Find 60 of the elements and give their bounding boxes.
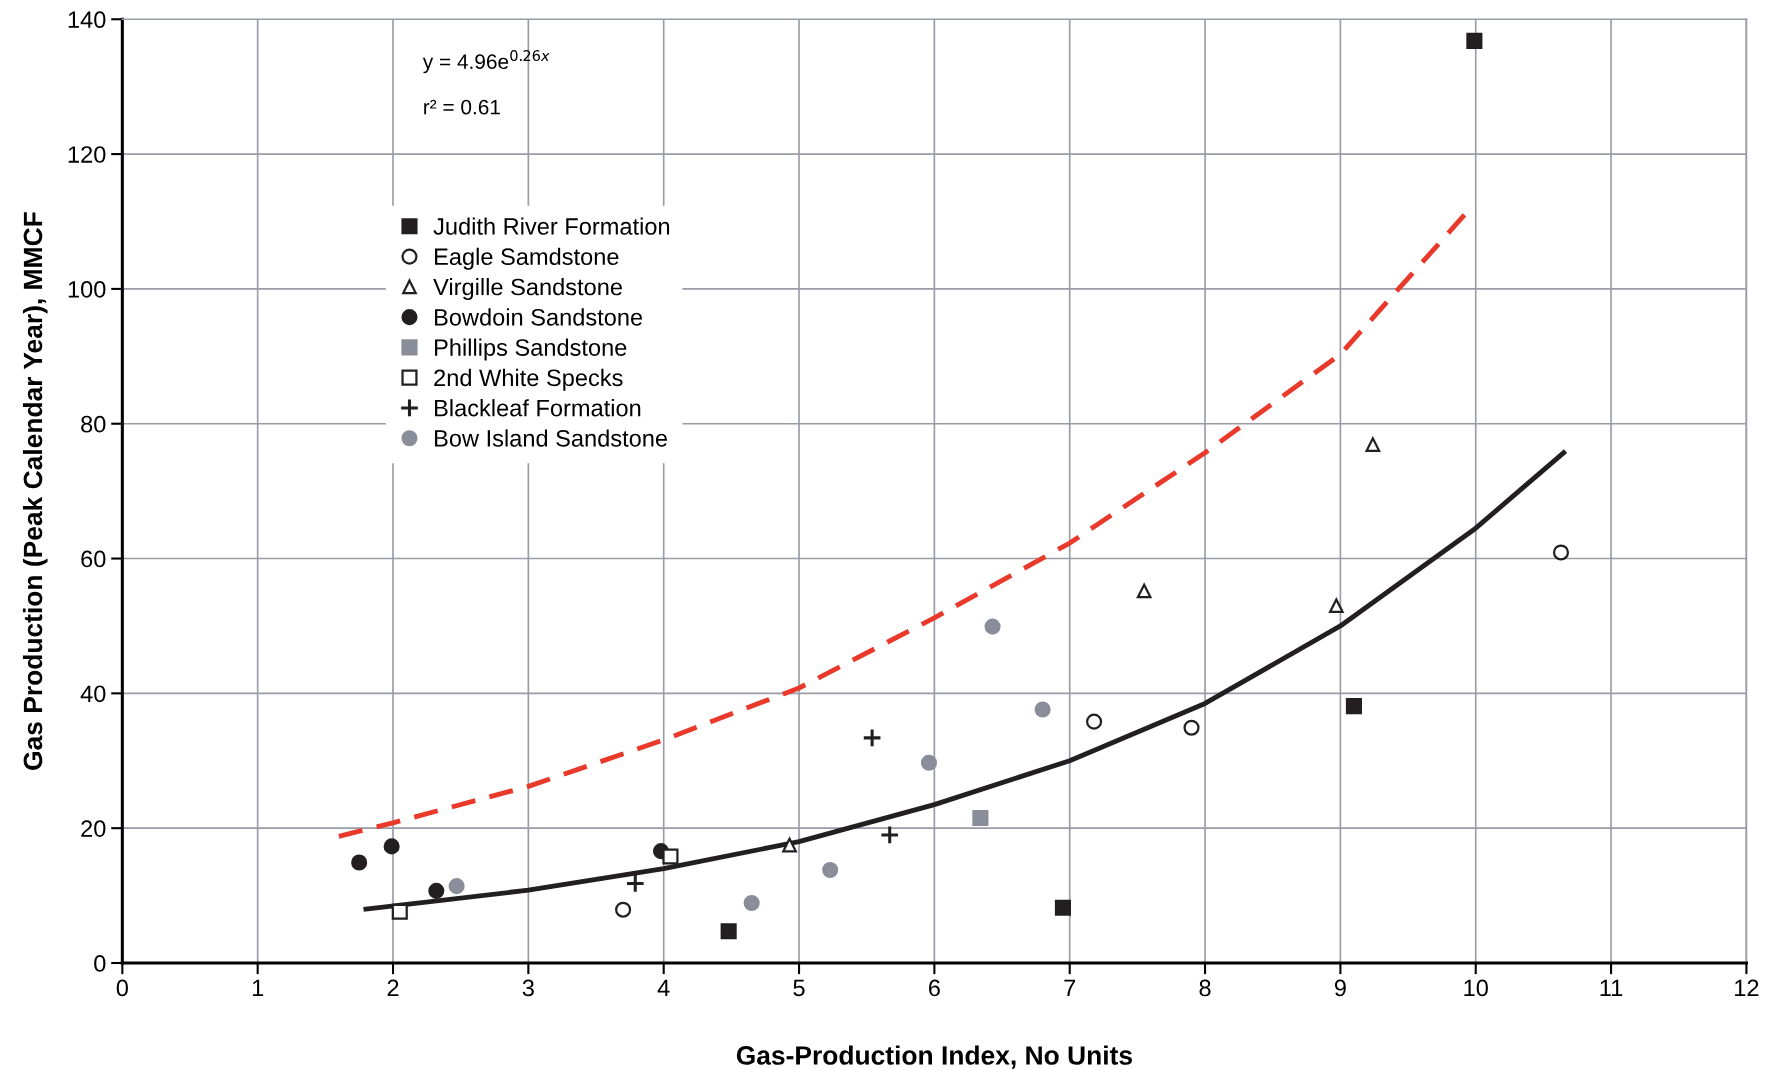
x-axis-title: Gas-Production Index, No Units: [736, 1045, 1132, 1069]
y-axis-title: Gas Production (Peak Calendar Year), MMCF: [22, 212, 48, 770]
y-tick-label: 0: [94, 955, 106, 972]
point: [391, 903, 408, 920]
x-tick-label: 1: [252, 979, 264, 997]
x-tick-label: 3: [522, 979, 534, 997]
legend-label: Eagle Samdstone: [435, 247, 619, 270]
point: [972, 810, 989, 827]
point: [1466, 32, 1483, 49]
point: [743, 894, 760, 912]
legend-label: Virgille Sandstone: [433, 278, 622, 301]
x-tick-label: 5: [793, 979, 805, 997]
point: [662, 848, 679, 865]
y-tick-label: 100: [68, 280, 106, 298]
y-tick-label: 60: [81, 550, 106, 568]
x-tick-label: 9: [1334, 979, 1346, 997]
x-tick-label: 4: [657, 979, 670, 997]
point: [625, 873, 646, 894]
point: [448, 878, 465, 895]
x-tick-label: 7: [1064, 979, 1076, 997]
point: [1054, 899, 1071, 916]
x-tick-label: 8: [1199, 979, 1211, 997]
legend-label: Bow Island Sandstone: [435, 429, 667, 447]
legend-label: Judith River Formation: [433, 217, 670, 235]
point: [984, 618, 1001, 635]
point: [1552, 544, 1570, 561]
legend-label: 2nd White Specks: [434, 368, 623, 391]
x-tick-label: 0: [116, 979, 128, 997]
y-tick-label: 120: [68, 146, 106, 163]
point: [383, 838, 400, 855]
y-tick-label: 40: [80, 685, 106, 703]
point: [1086, 713, 1103, 730]
point: [782, 837, 797, 853]
x-tick-label: 10: [1464, 979, 1488, 997]
point: [1136, 583, 1152, 599]
annotation: y = 4.96e$^{0.26x}$: [422, 50, 550, 74]
legend-label: Blackleaf Formation: [435, 399, 641, 417]
point: [720, 923, 737, 940]
point: [1328, 598, 1344, 614]
x-tick-label: 12: [1735, 979, 1759, 997]
legend-label: Bowdoin Sandstone: [435, 308, 643, 326]
point: [351, 854, 368, 871]
y-tick-label: 20: [81, 820, 106, 837]
point: [1345, 698, 1362, 715]
annotation: r² = 0.61: [424, 99, 500, 115]
x-tick-label: 11: [1600, 979, 1623, 997]
point: [1034, 701, 1051, 718]
y-tick-label: 140: [68, 11, 106, 29]
x-tick-label: 6: [929, 979, 940, 997]
point: [822, 861, 839, 879]
point: [428, 882, 445, 899]
point: [920, 754, 938, 771]
point: [1365, 437, 1381, 452]
x-tick-label: 2: [387, 979, 399, 997]
legend-label: Phillips Sandstone: [435, 338, 627, 361]
point: [615, 901, 632, 918]
point: [862, 727, 882, 748]
y-tick-label: 80: [81, 415, 106, 433]
point: [879, 825, 900, 845]
point: [1183, 719, 1200, 736]
